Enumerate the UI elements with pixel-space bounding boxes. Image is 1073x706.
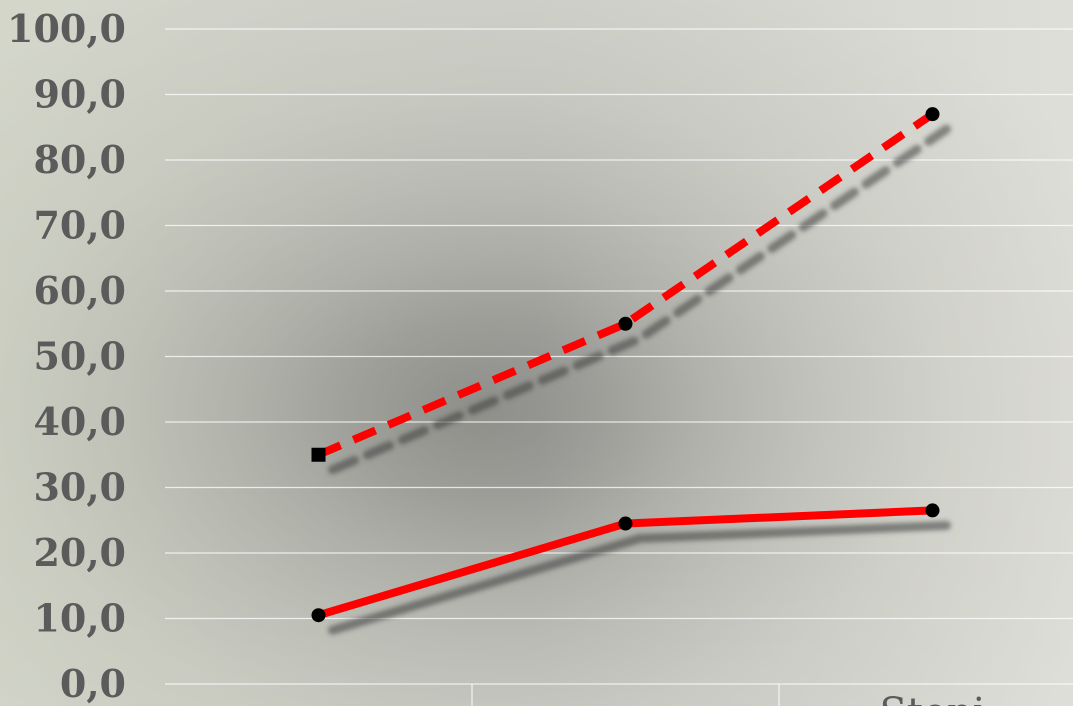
gridlines — [165, 28, 1073, 685]
y-tick-label: 40,0 — [33, 399, 126, 444]
series-shadow — [328, 124, 951, 475]
y-tick-label: 90,0 — [33, 72, 126, 117]
data-point-marker — [618, 316, 633, 331]
category-separators — [471, 684, 780, 706]
y-tick-label: 10,0 — [33, 596, 126, 641]
y-tick-label: 30,0 — [33, 465, 126, 510]
y-axis-tick-labels: 0,0 10,0 20,0 30,0 40,0 50,0 60,0 70,0 80,0 90,0 1… — [7, 6, 126, 706]
series-shadows — [328, 124, 951, 635]
y-tick-label: 20,0 — [33, 530, 126, 575]
data-point-marker — [925, 107, 940, 122]
series-line — [316, 110, 935, 459]
y-tick-label: 80,0 — [33, 137, 126, 182]
data-point-marker — [311, 608, 326, 623]
series-markers — [311, 107, 940, 623]
y-tick-label: 0,0 — [60, 661, 126, 706]
data-point-marker — [925, 503, 940, 518]
series-shadow — [328, 520, 951, 635]
y-tick-label: 50,0 — [33, 334, 126, 379]
data-point-marker — [311, 447, 326, 462]
x-axis-category-labels: Stopi — [880, 690, 986, 706]
y-tick-label: 60,0 — [33, 268, 126, 313]
data-point-marker — [618, 516, 633, 531]
y-tick-label: 100,0 — [7, 6, 126, 51]
y-tick-label: 70,0 — [33, 203, 126, 248]
x-category-label: Stopi — [880, 690, 986, 706]
